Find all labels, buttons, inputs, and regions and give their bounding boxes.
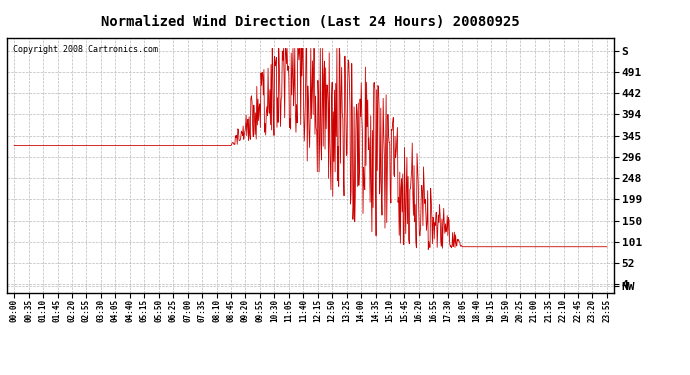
Text: Normalized Wind Direction (Last 24 Hours) 20080925: Normalized Wind Direction (Last 24 Hours…: [101, 15, 520, 29]
Text: Copyright 2008 Cartronics.com: Copyright 2008 Cartronics.com: [13, 45, 158, 54]
